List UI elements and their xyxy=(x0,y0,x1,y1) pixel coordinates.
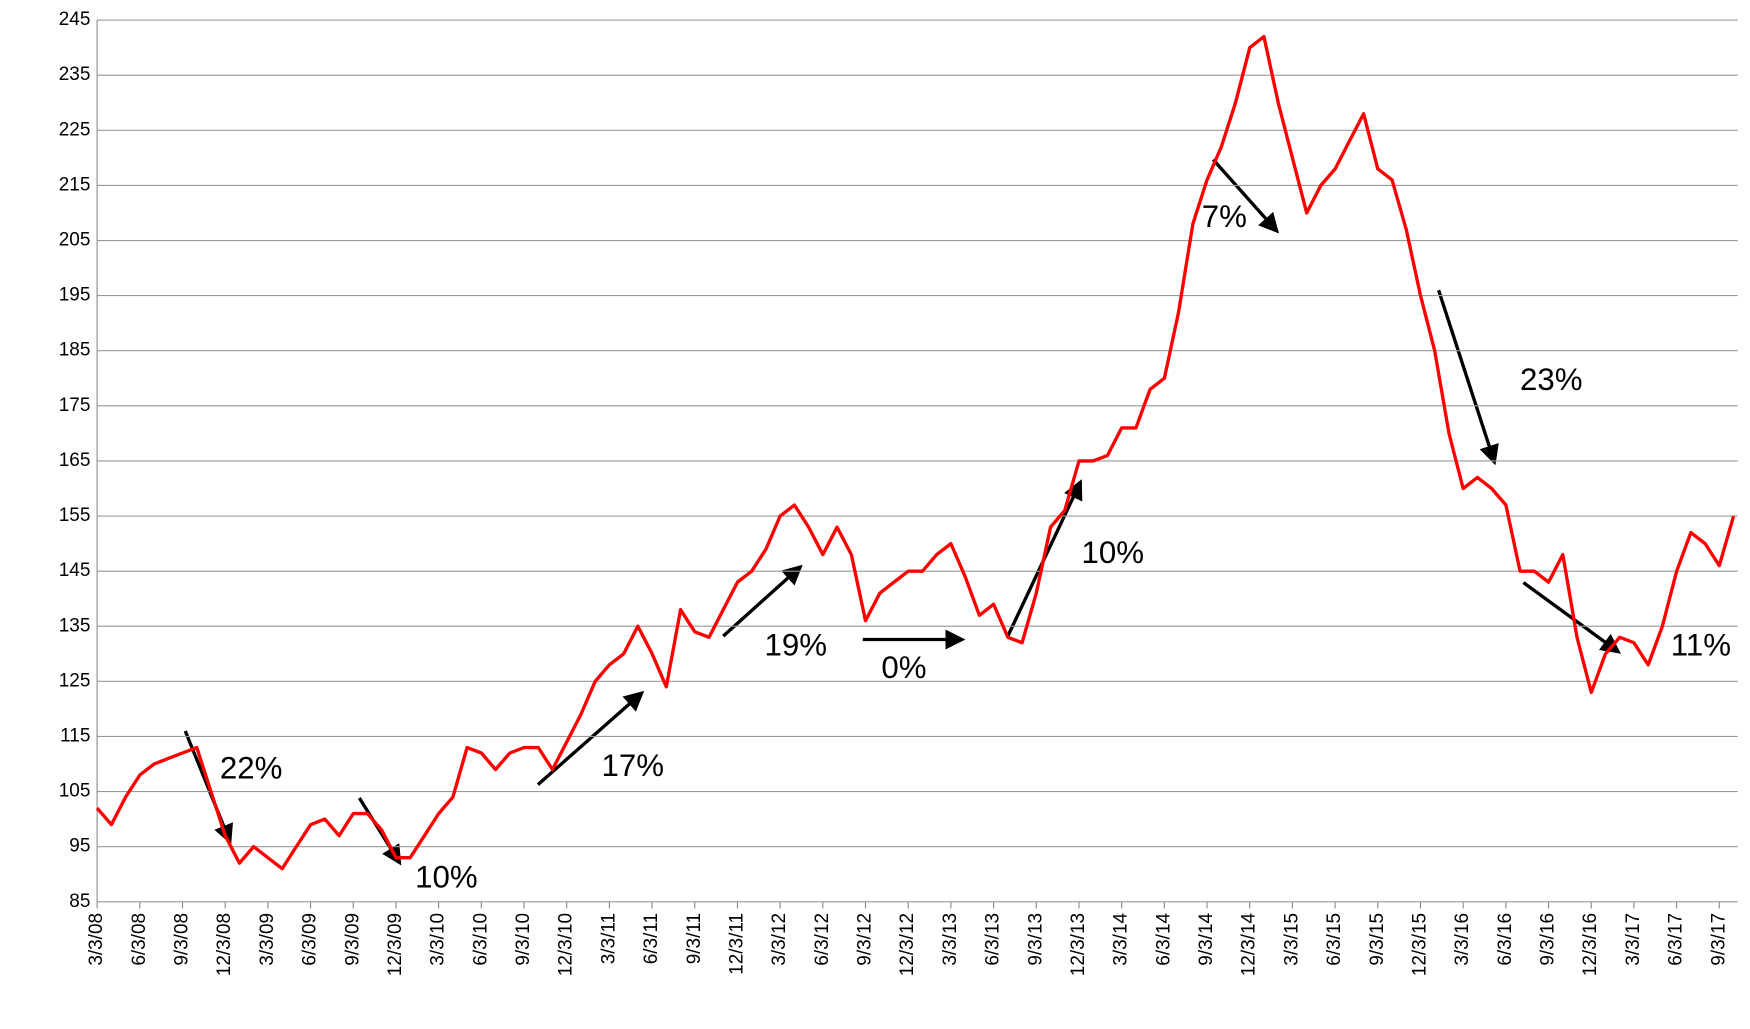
x-tick-label: 12/3/11 xyxy=(726,913,747,975)
y-tick-label: 115 xyxy=(60,725,90,746)
x-tick-label: 9/3/13 xyxy=(1025,913,1046,966)
y-tick-label: 125 xyxy=(59,670,91,691)
x-tick-label: 12/3/09 xyxy=(385,913,406,976)
annotation: 7% xyxy=(1202,199,1247,234)
arrow xyxy=(536,690,645,786)
x-tick-label: 6/3/14 xyxy=(1153,913,1174,966)
annotation: 19% xyxy=(765,628,828,663)
x-tick-label: 3/3/15 xyxy=(1281,913,1302,966)
x-tick-label: 9/3/11 xyxy=(684,913,705,964)
x-tick-label: 6/3/10 xyxy=(470,913,491,966)
x-tick-label: 12/3/13 xyxy=(1068,913,1089,976)
arrows xyxy=(183,158,1621,866)
x-tick-label: 12/3/10 xyxy=(556,913,577,976)
arrow xyxy=(1437,289,1499,466)
y-tick-label: 155 xyxy=(59,505,91,526)
x-tick-label: 9/3/10 xyxy=(513,913,534,966)
y-tick-label: 105 xyxy=(59,781,91,802)
annotation: 23% xyxy=(1520,362,1583,397)
x-tick-label: 12/3/08 xyxy=(214,913,235,976)
x-tick-label: 9/3/15 xyxy=(1367,913,1388,966)
y-tick-label: 185 xyxy=(59,340,91,361)
x-tick-label: 6/3/13 xyxy=(983,913,1004,966)
x-tick-label: 12/3/15 xyxy=(1409,913,1430,976)
y-tick-label: 205 xyxy=(59,230,91,251)
y-tick-label: 245 xyxy=(59,9,91,30)
annotation: 17% xyxy=(602,748,665,783)
x-tick-label: 3/3/14 xyxy=(1111,913,1132,966)
x-tick-label: 12/3/16 xyxy=(1580,913,1601,976)
x-tick-label: 12/3/12 xyxy=(897,913,918,976)
y-tick-label: 175 xyxy=(59,395,91,416)
x-tick-label: 9/3/14 xyxy=(1196,913,1217,966)
y-tick-label: 215 xyxy=(59,174,91,195)
x-tick-label: 3/3/10 xyxy=(428,913,449,966)
x-tick-label: 6/3/11 xyxy=(641,913,662,964)
x-tick-label: 6/3/16 xyxy=(1495,913,1516,966)
x-tick-label: 3/3/09 xyxy=(257,913,278,966)
x-tick-label: 3/3/17 xyxy=(1623,913,1644,966)
x-tick-label: 6/3/12 xyxy=(812,913,833,966)
x-tick-label: 9/3/17 xyxy=(1708,913,1729,966)
x-tick-label: 3/3/13 xyxy=(940,913,961,966)
x-tick-label: 9/3/09 xyxy=(342,913,363,966)
y-tick-label: 225 xyxy=(59,119,91,140)
annotation: 0% xyxy=(881,650,926,685)
x-tick-label: 3/3/08 xyxy=(86,913,107,966)
y-tick-label: 195 xyxy=(59,285,91,306)
x-tick-label: 3/3/16 xyxy=(1452,913,1473,966)
x-tick-label: 3/3/12 xyxy=(769,913,790,966)
arrow xyxy=(722,564,803,638)
annotation: 22% xyxy=(220,750,283,785)
x-tick-label: 9/3/08 xyxy=(172,913,193,966)
x-tick-label: 9/3/16 xyxy=(1538,913,1559,966)
x-tick-label: 9/3/12 xyxy=(855,913,876,966)
arrow xyxy=(1522,581,1621,654)
x-tick-label: 6/3/15 xyxy=(1324,913,1345,966)
x-tick-label: 12/3/14 xyxy=(1239,913,1260,976)
y-tick-label: 235 xyxy=(59,64,91,85)
annotation: 10% xyxy=(1081,535,1144,570)
y-tick-label: 95 xyxy=(69,836,90,857)
y-tick-label: 145 xyxy=(59,560,91,581)
y-tick-label: 85 xyxy=(69,891,90,912)
arrow xyxy=(1211,158,1280,234)
line-series xyxy=(95,34,1736,871)
y-tick-label: 165 xyxy=(59,450,91,471)
x-tick-label: 6/3/17 xyxy=(1666,913,1687,966)
annotation: 11% xyxy=(1671,628,1731,663)
x-tick-label: 3/3/11 xyxy=(598,913,619,964)
x-tick-label: 6/3/09 xyxy=(300,913,321,966)
x-tick-label: 6/3/08 xyxy=(129,913,150,966)
y-tick-label: 135 xyxy=(59,615,91,636)
annotation: 10% xyxy=(415,860,478,895)
